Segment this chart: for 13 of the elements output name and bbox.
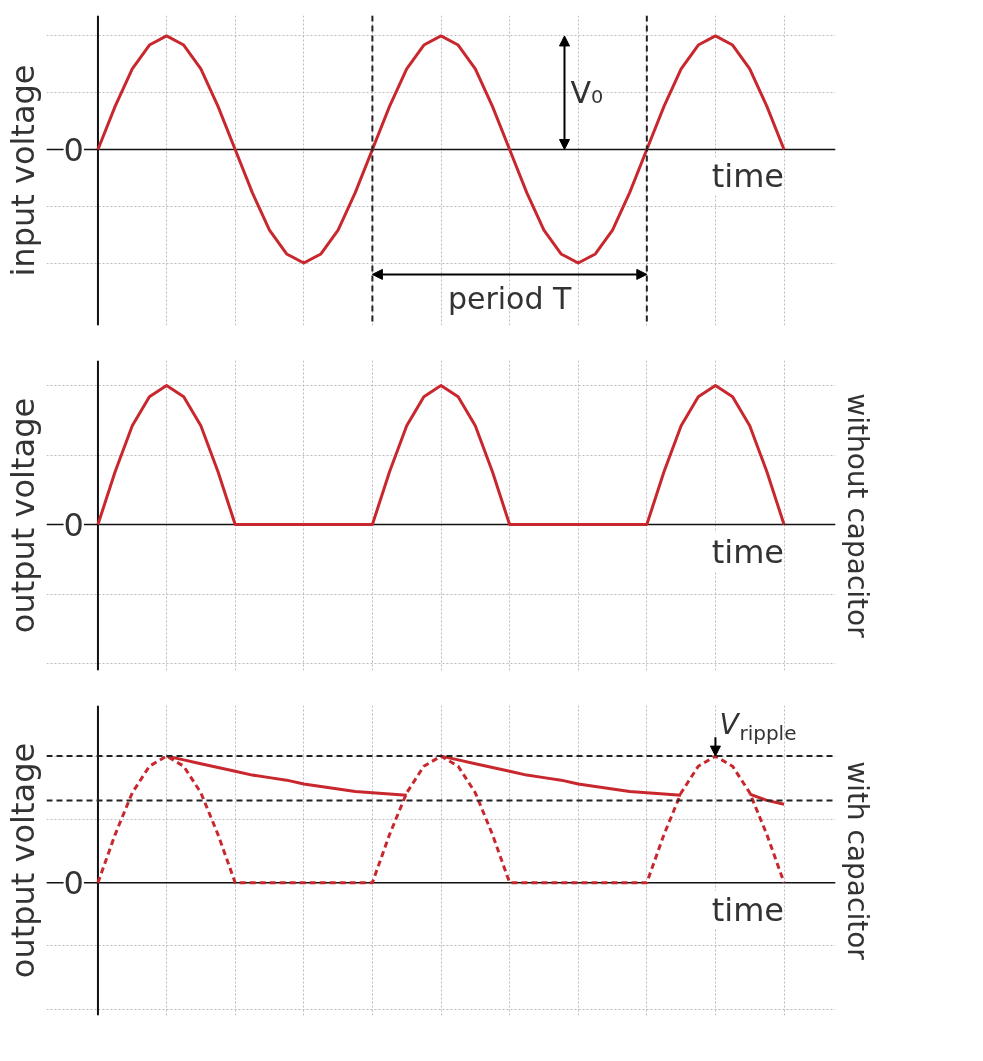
- x-axis-title: time: [711, 157, 785, 196]
- x-axis-title: time: [711, 532, 785, 571]
- y-axis-title: output voltage: [3, 397, 42, 634]
- text: period T: [447, 281, 572, 317]
- text: 0: [63, 864, 84, 903]
- y-axis-title: output voltage: [3, 742, 42, 979]
- text: 0: [63, 130, 84, 169]
- text: without capacitor: [840, 393, 874, 639]
- x-axis-title: time: [711, 890, 785, 929]
- annotation: V₀: [570, 75, 604, 111]
- text: with capacitor: [840, 761, 874, 961]
- y-axis-title: input voltage: [3, 64, 42, 277]
- text: 0: [63, 506, 84, 545]
